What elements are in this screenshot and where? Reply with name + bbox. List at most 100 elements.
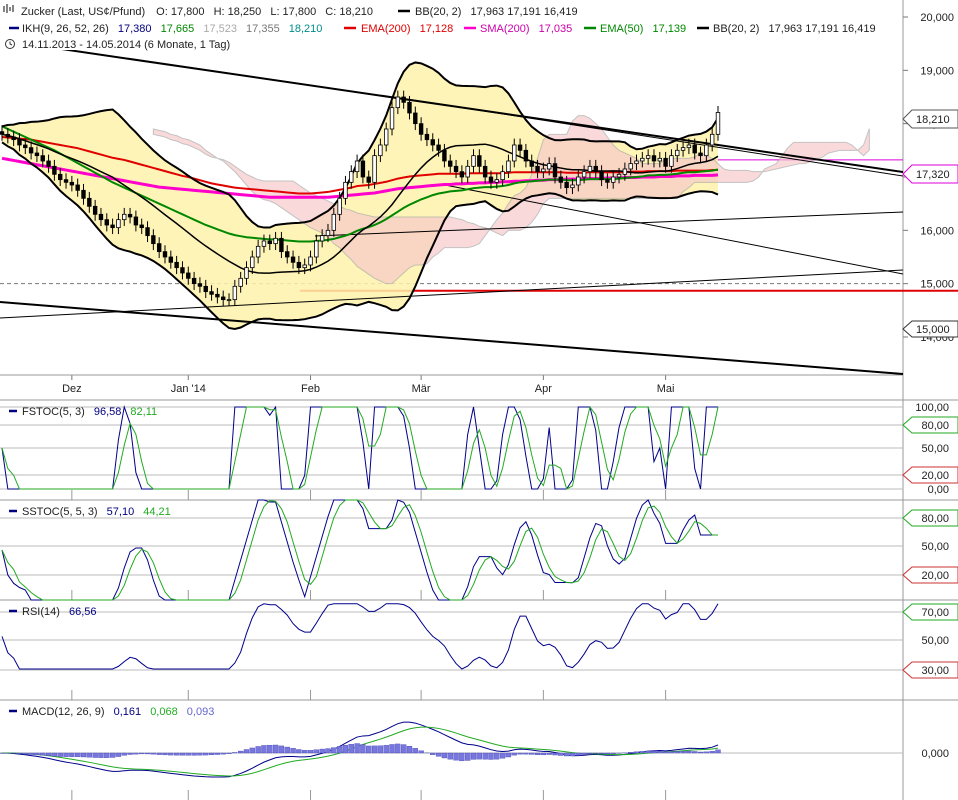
macd-signal-line bbox=[1, 726, 719, 777]
rsi-level-box bbox=[902, 661, 958, 679]
macd-histogram-bar bbox=[173, 752, 180, 756]
candle-body bbox=[535, 165, 540, 173]
candle-body bbox=[599, 171, 604, 181]
candle-body bbox=[616, 173, 622, 178]
ichimoku-cloud bbox=[2, 62, 870, 330]
macd-histogram-bar bbox=[546, 752, 552, 755]
macd-histogram-bar bbox=[144, 752, 151, 755]
price-tick-label: 15,000 bbox=[920, 279, 954, 291]
macd-histogram-bar bbox=[703, 751, 710, 754]
macd-histogram-bar bbox=[430, 752, 436, 755]
macd-histogram-bar bbox=[348, 744, 354, 754]
candle-body bbox=[605, 179, 610, 183]
candle-body bbox=[17, 139, 22, 146]
candle-body bbox=[255, 245, 261, 258]
candle-body bbox=[34, 152, 40, 157]
ikh-label: IKH(9, 26, 52, 26) bbox=[22, 23, 109, 35]
candle-body bbox=[58, 173, 63, 181]
candle-body bbox=[302, 264, 307, 269]
series-lines bbox=[1, 61, 719, 331]
macd-histogram-bar bbox=[331, 747, 337, 754]
price-tick-label: 16,000 bbox=[920, 225, 954, 237]
candle-body bbox=[372, 155, 377, 183]
candle-body bbox=[354, 160, 360, 173]
candle-body bbox=[273, 237, 278, 245]
macd-histogram-bar bbox=[243, 749, 250, 754]
macd-histogram-bar bbox=[115, 752, 122, 757]
macd-histogram-bar bbox=[307, 750, 314, 754]
candle-body bbox=[221, 296, 226, 301]
candle-body bbox=[75, 184, 80, 191]
candle-body bbox=[395, 96, 401, 109]
macd-histogram-bar bbox=[22, 752, 28, 755]
candle-body bbox=[250, 256, 255, 269]
macd-histogram-bar bbox=[610, 752, 616, 754]
macd-histogram-bar bbox=[418, 750, 424, 754]
macd-value-3: 0,093 bbox=[187, 706, 215, 718]
macd-histogram-bar bbox=[575, 752, 581, 756]
candle-body bbox=[87, 197, 92, 207]
macd-histogram-bar bbox=[80, 752, 87, 758]
chart-type-icon bbox=[3, 4, 14, 13]
svg-text:RSI(14) 66,56: RSI(14) 66,56 bbox=[22, 606, 97, 618]
macd-histogram-bar bbox=[98, 752, 104, 758]
candle-body bbox=[576, 176, 581, 186]
candle-body bbox=[203, 285, 208, 293]
month-label: Mai bbox=[657, 383, 675, 395]
candle-body bbox=[325, 229, 331, 237]
macd-histogram-bar bbox=[214, 752, 221, 755]
close-value: C: 18,210 bbox=[325, 6, 373, 18]
candle-body bbox=[448, 160, 453, 167]
macd-histogram-bar bbox=[109, 752, 116, 758]
bb-lower-line bbox=[1, 141, 719, 331]
macd-histogram-bar bbox=[709, 751, 715, 754]
candle-body bbox=[360, 160, 366, 178]
macd-histogram-bar bbox=[261, 745, 267, 754]
svg-text:BB(20, 2) 17,963 17,191: BB(20, 2) 17,963 17,191 16,419 bbox=[713, 23, 876, 35]
candle-body bbox=[366, 176, 371, 183]
macd-histogram-bar bbox=[139, 752, 145, 755]
candle-body bbox=[63, 179, 69, 183]
fstoc-label: FSTOC(5, 3) bbox=[22, 406, 85, 418]
macd-histogram-bar bbox=[360, 744, 366, 754]
fstoc-tick-label: 50,00 bbox=[921, 443, 949, 455]
fstoc-k: 96,58 bbox=[94, 406, 122, 418]
macd-histogram-bar bbox=[534, 752, 541, 755]
macd-histogram-bar bbox=[302, 750, 308, 754]
ikh-value-5: 18,210 bbox=[289, 23, 323, 35]
macd-histogram-bar bbox=[633, 751, 640, 754]
candle-body bbox=[413, 112, 418, 125]
macd-histogram-bar bbox=[499, 752, 506, 759]
macd-histogram-bar bbox=[389, 744, 395, 754]
macd-histogram-bar bbox=[674, 751, 680, 754]
ikh-value-1: 17,380 bbox=[118, 23, 152, 35]
candle-body bbox=[383, 128, 389, 146]
candle-body bbox=[98, 213, 104, 221]
candle-body bbox=[168, 256, 174, 263]
candle-body bbox=[715, 112, 721, 135]
candle-body bbox=[512, 144, 517, 162]
macd-histogram-bar bbox=[34, 752, 40, 756]
candle-body bbox=[401, 96, 406, 103]
candle-body bbox=[611, 176, 616, 183]
macd-histogram-bar bbox=[476, 752, 482, 760]
candle-body bbox=[215, 293, 220, 298]
macd-histogram-bar bbox=[226, 752, 232, 754]
macd-histogram-bar bbox=[715, 749, 721, 754]
sstoc-legend: SSTOC(5, 5, 3) 57,10 44,21 bbox=[9, 506, 171, 518]
macd-histogram-bar bbox=[651, 751, 657, 754]
candle-body bbox=[0, 131, 5, 135]
rsi-legend: RSI(14) 66,56 bbox=[9, 606, 97, 618]
candle-body bbox=[28, 147, 34, 154]
macd-histogram-bar bbox=[296, 749, 302, 754]
fstoc-k-line bbox=[1, 405, 718, 490]
last-price-marker: 18,210 bbox=[902, 109, 958, 129]
macd-histogram-bar bbox=[127, 752, 133, 755]
month-label: Mär bbox=[412, 383, 431, 395]
candle-body bbox=[651, 155, 657, 162]
macd-histogram-bar bbox=[69, 752, 75, 757]
fstoc-d-line bbox=[1, 405, 719, 490]
macd-histogram-bar bbox=[290, 748, 296, 754]
macd-histogram-bar bbox=[598, 752, 605, 754]
